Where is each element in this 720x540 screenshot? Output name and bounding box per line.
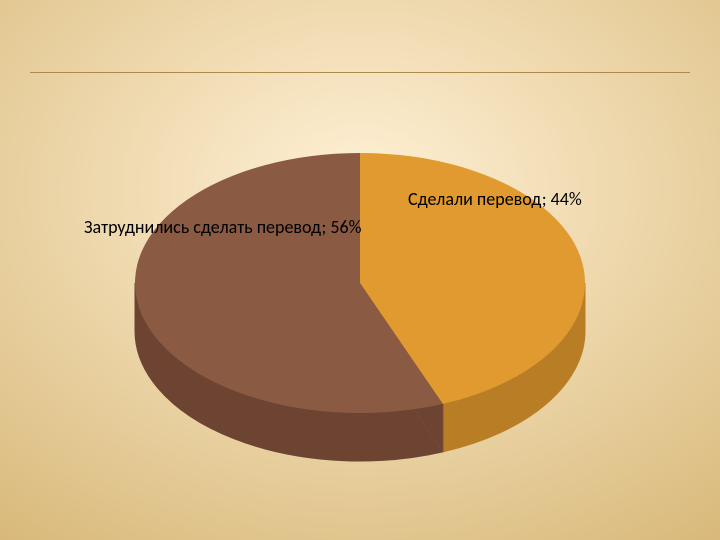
slide: Сделали перевод; 44% Затруднились сделат…	[0, 0, 720, 540]
slice-label-2: Затруднились сделать перевод; 56%	[84, 216, 362, 238]
title-underline	[30, 72, 690, 73]
pie-svg	[0, 78, 720, 508]
pie-chart: Сделали перевод; 44% Затруднились сделат…	[0, 78, 720, 508]
slice-label-1: Сделали перевод; 44%	[408, 188, 582, 210]
